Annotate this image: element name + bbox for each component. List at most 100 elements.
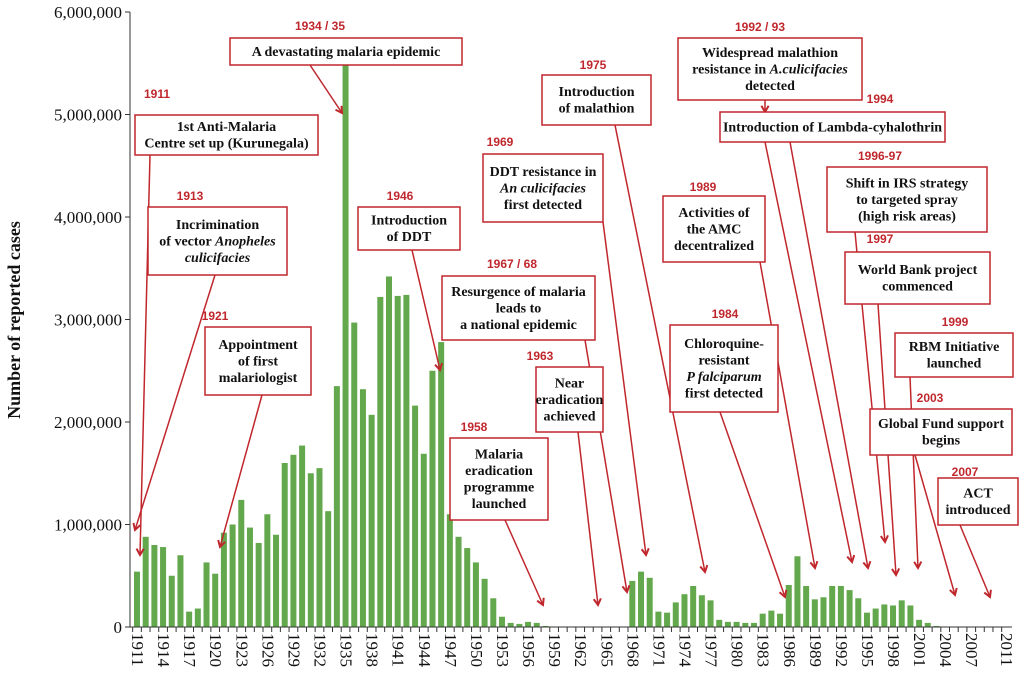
text-segment: Introduction [559, 85, 635, 100]
x-tick-label: 1953 [493, 633, 512, 667]
annotation-box [357, 206, 461, 251]
text-segment: begins [922, 434, 961, 449]
bar-1994 [855, 598, 862, 627]
annotation-box [482, 153, 604, 223]
annotation-text: of vector Anopheles [159, 234, 276, 249]
bar-1976 [698, 595, 705, 627]
x-tick-label: 1917 [180, 633, 199, 668]
annotation-box [844, 251, 991, 305]
annotation-year: 1975 [580, 58, 607, 72]
bar-1956 [525, 621, 532, 627]
text-segment: a national epidemic [460, 318, 577, 333]
bar-1968 [629, 580, 636, 627]
bar-2000 [907, 605, 914, 627]
text-segment: Resurgence of malaria [451, 285, 586, 300]
bar-1999 [898, 600, 905, 627]
text-segment: Introduction [371, 214, 447, 229]
annotation-text: ACT [963, 487, 993, 502]
bar-1943 [412, 405, 419, 627]
annotation-year: 1911 [144, 87, 170, 101]
annotation-text: malariologist [219, 371, 298, 386]
annotation-box [449, 437, 549, 521]
x-tick-label: 1962 [571, 633, 590, 667]
bar-1927 [273, 534, 280, 627]
bar-1911 [134, 571, 140, 627]
text-segment: Widespread malathion [702, 46, 838, 61]
bar-1987 [794, 556, 801, 627]
annotation-box [134, 114, 319, 156]
x-tick-label: 1971 [649, 633, 668, 667]
bar-1954 [507, 622, 514, 627]
text-segment: DDT resistance in [490, 165, 597, 180]
annotation-year: 1913 [177, 189, 204, 203]
annotation-text: resistant [698, 354, 749, 369]
bar-1991 [829, 586, 836, 627]
x-tick-label: 1929 [284, 633, 303, 667]
annotation-text: achieved [543, 409, 595, 424]
bar-1946 [438, 342, 445, 627]
text-segment: eradication [465, 464, 533, 479]
annotation-arrow [309, 64, 342, 113]
annotation-1997: 1997 World Bank project commenced [844, 232, 991, 575]
text-segment: ACT [963, 487, 993, 502]
annotation-box [229, 37, 463, 66]
bar-1932 [316, 468, 323, 627]
annotation-1996-97: 1996-97 Shift in IRS strategy to targeted … [826, 149, 988, 542]
annotation-text: a national epidemic [460, 318, 577, 333]
text-segment: Appointment [218, 338, 298, 353]
annotation-box [677, 37, 863, 101]
annotation-text: 1st Anti-Malaria [177, 120, 276, 135]
x-tick-label: 1965 [597, 633, 616, 667]
annotation-text: A devastating malaria epidemic [252, 45, 441, 60]
annotation-arrow [719, 411, 785, 597]
text-segment: achieved [543, 409, 595, 424]
annotation-text: commenced [882, 280, 953, 295]
bar-1913 [151, 545, 158, 627]
bar-1937 [359, 389, 366, 627]
bar-1939 [377, 296, 384, 627]
annotation-arrow [914, 454, 955, 595]
text-segment: Introduction of Lambda-cyhalothrin [723, 120, 942, 135]
bar-1977 [707, 600, 714, 627]
bar-1955 [516, 623, 523, 627]
bar-1922 [229, 524, 236, 627]
bar-1975 [690, 586, 697, 627]
y-tick-label: 6,000,000 [54, 3, 122, 22]
annotation-text: launched [472, 497, 527, 512]
annotation-text: Global Fund support [878, 417, 1004, 432]
bar-1953 [498, 616, 505, 627]
bar-1951 [481, 578, 488, 627]
bar-1952 [490, 598, 497, 627]
annotation-text: P falciparum [686, 370, 761, 385]
bar-1974 [681, 594, 688, 627]
bar-1989 [811, 599, 818, 627]
x-tick-label: 1914 [154, 633, 173, 668]
text-segment: of malathion [559, 102, 635, 117]
bar-1936 [351, 322, 358, 627]
annotation-1994: 1994 Introduction of Lambda-cyhalothrin [719, 92, 946, 568]
bar-1979 [724, 621, 731, 627]
annotation-text: Widespread malathion [702, 46, 838, 61]
bar-1934 [333, 386, 340, 627]
annotation-box [719, 111, 946, 143]
bar-1942 [403, 294, 410, 627]
text-segment: commenced [882, 280, 953, 295]
bar-1982 [750, 622, 757, 627]
x-tick-label: 2007 [962, 633, 981, 668]
y-tick-label: 3,000,000 [54, 311, 122, 330]
annotation-arrow [602, 221, 646, 555]
bar-1929 [290, 454, 297, 627]
bar-1983 [759, 613, 766, 627]
annotation-text: introduced [945, 503, 1010, 518]
bar-1918 [194, 608, 201, 627]
annotation-text: detected [745, 79, 795, 94]
bar-1938 [368, 414, 375, 627]
text-segment: detected [745, 79, 795, 94]
bar-1919 [203, 562, 210, 627]
annotation-2003: 2003 Global Fund support begins [869, 391, 1013, 595]
